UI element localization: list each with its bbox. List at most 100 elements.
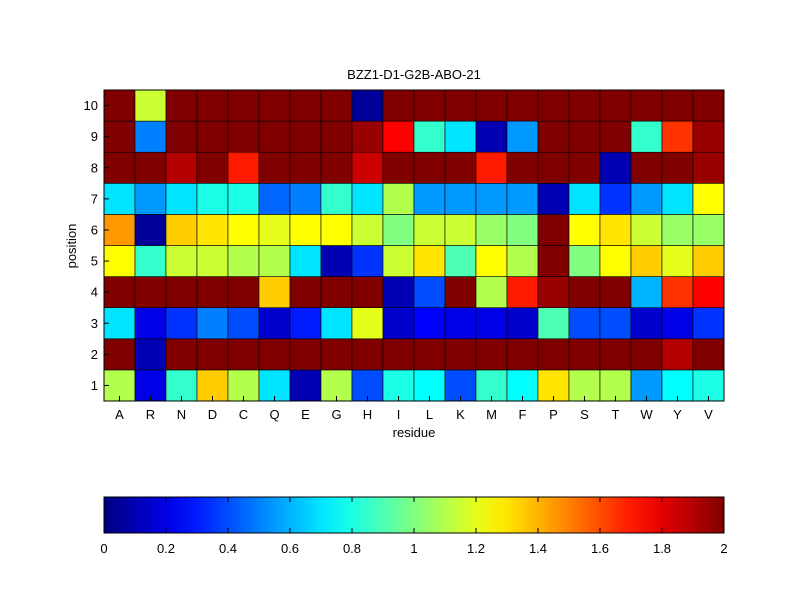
heatmap-cell (475, 245, 508, 277)
heatmap-cell (599, 245, 632, 277)
heatmap-cell (165, 183, 198, 215)
heatmap-cell (630, 245, 663, 277)
heatmap-cell (537, 183, 570, 215)
heatmap-cell (630, 338, 663, 371)
heatmap-cell (165, 307, 198, 340)
y-tick-label: 10 (84, 98, 98, 113)
heatmap-cell (537, 120, 570, 153)
heatmap-cell (444, 183, 477, 215)
heatmap-cell (258, 214, 291, 246)
heatmap-cell (289, 120, 322, 153)
x-tick-label: W (640, 407, 653, 422)
heatmap-cell (568, 89, 601, 122)
colorbar-tick-label: 1.2 (467, 541, 485, 556)
heatmap-cell (630, 183, 663, 215)
heatmap-cell (444, 338, 477, 371)
heatmap-cell (413, 338, 446, 371)
heatmap-cell (103, 89, 136, 122)
heatmap-cell (382, 214, 415, 246)
heatmap-cell (599, 338, 632, 371)
heatmap-cell (413, 276, 446, 309)
colorbar-tick-label: 1.6 (591, 541, 609, 556)
heatmap-cell (289, 276, 322, 309)
x-tick-label: A (115, 407, 124, 422)
heatmap-cell (661, 245, 694, 277)
heatmap-cell (630, 151, 663, 184)
heatmap-cell (165, 120, 198, 153)
heatmap-cell (475, 307, 508, 340)
y-axis-ticks: 1 2 3 4 5 6 7 8 9 10 (84, 98, 109, 393)
heatmap-cell (165, 214, 198, 246)
heatmap-cell (134, 307, 167, 340)
colorbar-tick-label: 0.2 (157, 541, 175, 556)
heatmap-cell (320, 307, 353, 340)
heatmap-cell (320, 183, 353, 215)
heatmap-cell (475, 183, 508, 215)
x-tick-label: N (177, 407, 186, 422)
heatmap-cell (630, 214, 663, 246)
heatmap-cell (630, 307, 663, 340)
heatmap-cell (351, 307, 384, 340)
heatmap-cell (599, 214, 632, 246)
x-tick-label: H (363, 407, 372, 422)
heatmap-cell (227, 276, 260, 309)
heatmap-cell (320, 369, 353, 402)
heatmap-cell (382, 120, 415, 153)
heatmap-cell (165, 245, 198, 277)
heatmap-cell (599, 307, 632, 340)
heatmap-cell (134, 183, 167, 215)
heatmap-cell (568, 214, 601, 246)
heatmap-cell (568, 183, 601, 215)
heatmap-cell (227, 245, 260, 277)
y-tick-label: 1 (91, 378, 98, 393)
heatmap-cell (444, 120, 477, 153)
heatmap-cell (227, 151, 260, 184)
heatmap-cell (165, 276, 198, 309)
heatmap-cell (537, 307, 570, 340)
heatmap-cell (258, 307, 291, 340)
x-tick-label: G (331, 407, 341, 422)
heatmap-cell (227, 338, 260, 371)
heatmap-cell (599, 89, 632, 122)
y-tick-label: 7 (91, 191, 98, 206)
x-tick-label: F (519, 407, 527, 422)
heatmap-cell (351, 183, 384, 215)
heatmap-cell (661, 120, 694, 153)
x-tick-label: S (580, 407, 589, 422)
heatmap-cell (382, 338, 415, 371)
heatmap-cell (351, 214, 384, 246)
heatmap-cell (289, 151, 322, 184)
heatmap-cell (568, 307, 601, 340)
heatmap-cell (692, 89, 725, 122)
heatmap-cell (506, 307, 539, 340)
heatmap-cell (661, 214, 694, 246)
heatmap-cell (258, 276, 291, 309)
y-tick-label: 5 (91, 254, 98, 269)
heatmap-cell (413, 307, 446, 340)
heatmap-cell (537, 89, 570, 122)
heatmap-cell (661, 183, 694, 215)
y-tick-label: 2 (91, 347, 98, 362)
heatmap-cell (289, 89, 322, 122)
y-tick-label: 9 (91, 129, 98, 144)
y-tick-label: 4 (91, 285, 98, 300)
heatmap-cell (630, 120, 663, 153)
heatmap-cell (320, 245, 353, 277)
heatmap-cell (196, 183, 229, 215)
colorbar-tick-label: 1.8 (653, 541, 671, 556)
heatmap-cell (351, 276, 384, 309)
heatmap-cell (134, 151, 167, 184)
heatmap-cell (599, 120, 632, 153)
y-tick-label: 6 (91, 222, 98, 237)
x-tick-label: E (301, 407, 310, 422)
heatmap-cell (289, 183, 322, 215)
heatmap-cell (506, 338, 539, 371)
heatmap-cell (413, 245, 446, 277)
heatmap-cell (506, 276, 539, 309)
heatmap-cell (351, 245, 384, 277)
heatmap-cell (568, 151, 601, 184)
heatmap-cell (537, 214, 570, 246)
x-tick-label: C (239, 407, 248, 422)
colorbar-tick-label: 1 (410, 541, 417, 556)
